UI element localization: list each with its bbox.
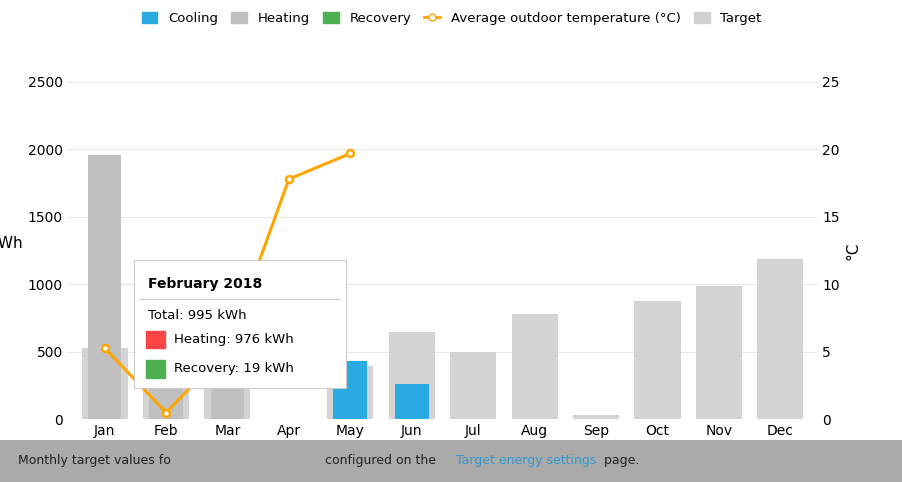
- Bar: [757, 259, 803, 419]
- Y-axis label: °C: °C: [844, 241, 860, 260]
- Bar: [327, 366, 373, 419]
- Bar: [634, 301, 680, 419]
- Bar: [511, 314, 557, 419]
- Text: Heating: 976 kWh: Heating: 976 kWh: [174, 333, 293, 346]
- Bar: [146, 331, 165, 348]
- Legend: Cooling, Heating, Recovery, Average outdoor temperature (°C), Target: Cooling, Heating, Recovery, Average outd…: [136, 7, 766, 30]
- Bar: [333, 362, 367, 419]
- Bar: [81, 348, 127, 419]
- Bar: [573, 415, 619, 419]
- Text: Monthly target values fo: Monthly target values fo: [18, 455, 170, 467]
- Text: Target energy settings: Target energy settings: [456, 455, 595, 467]
- Text: configured on the: configured on the: [325, 455, 439, 467]
- Bar: [388, 332, 434, 419]
- Bar: [450, 352, 496, 419]
- X-axis label: Month: Month: [419, 444, 465, 459]
- Y-axis label: kWh: kWh: [0, 236, 23, 251]
- Bar: [87, 155, 122, 419]
- Bar: [146, 360, 165, 378]
- Bar: [394, 384, 428, 419]
- Text: February 2018: February 2018: [148, 277, 262, 291]
- Bar: [210, 336, 244, 340]
- Text: page.: page.: [600, 455, 640, 467]
- Bar: [695, 286, 741, 419]
- Bar: [149, 288, 183, 419]
- Text: Total: 995 kWh: Total: 995 kWh: [148, 309, 247, 322]
- Bar: [210, 340, 244, 419]
- Bar: [143, 348, 189, 419]
- Text: Recovery: 19 kWh: Recovery: 19 kWh: [174, 362, 293, 375]
- Bar: [204, 344, 250, 419]
- Bar: [149, 285, 183, 288]
